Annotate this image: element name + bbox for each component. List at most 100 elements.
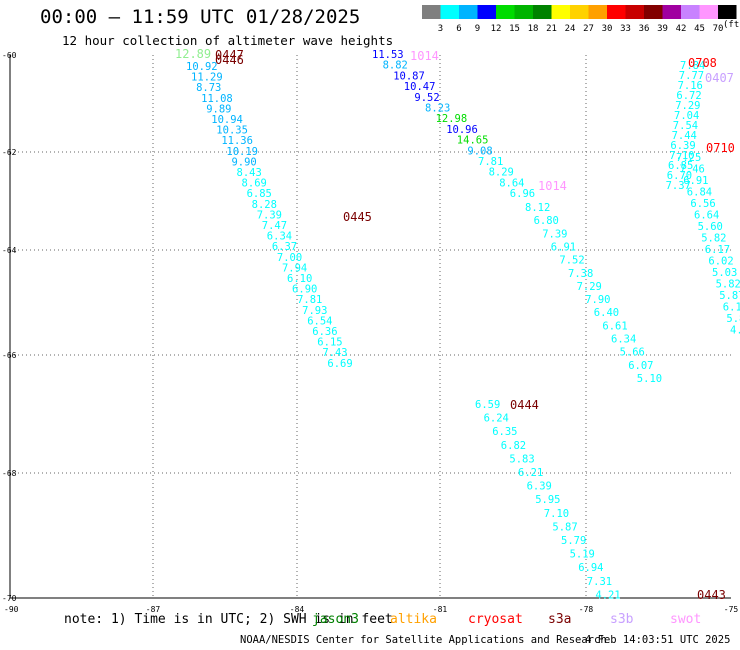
scale-swatch bbox=[644, 5, 663, 19]
legend-s3a: s3a bbox=[548, 612, 572, 627]
swh-value: 6.84 bbox=[687, 187, 712, 199]
scale-swatch bbox=[514, 5, 533, 19]
swh-value: 4.21 bbox=[595, 589, 620, 601]
swh-value: 6.85 bbox=[668, 160, 693, 172]
note-label: note: 1) Time is in UTC; 2) SWH is in fe… bbox=[64, 612, 393, 627]
swh-value: 7.31 bbox=[587, 576, 612, 588]
swh-value: 7.39 bbox=[542, 228, 567, 240]
swh-value: 6.70 bbox=[667, 170, 692, 182]
swh-value: 7.94 bbox=[282, 262, 307, 274]
swh-value: 10.19 bbox=[226, 146, 258, 158]
swh-value: 5.87 bbox=[552, 521, 577, 533]
color-scale-bar: 3 6 9 12 15 18 21 24 27 30 33 36 39 42 45 70 bbox=[422, 5, 737, 34]
swh-value: 10.96 bbox=[446, 124, 478, 136]
swh-value: 5.03 bbox=[712, 267, 737, 279]
scale-tick-label: 12 bbox=[491, 24, 502, 34]
lon-label: -81 bbox=[433, 605, 448, 614]
swh-value: 6.96 bbox=[510, 188, 535, 200]
swh-value: 6.36 bbox=[312, 326, 337, 338]
scale-swatch bbox=[662, 5, 681, 19]
swh-value: 7.10 bbox=[669, 150, 694, 162]
lat-label: -66 bbox=[2, 351, 17, 360]
swh-value: 7.39 bbox=[257, 209, 282, 221]
swh-value: 6.94 bbox=[578, 562, 603, 574]
swh-value: 6.56 bbox=[690, 198, 715, 210]
legend-jason3: jason3 bbox=[312, 612, 359, 627]
swh-value: 5.19 bbox=[570, 549, 595, 561]
swh-value: 6.59 bbox=[475, 399, 500, 411]
legend-swot: swot bbox=[670, 612, 702, 627]
swh-value: 6.90 bbox=[292, 284, 317, 296]
lat-label: -64 bbox=[2, 246, 17, 255]
lat-label: -62 bbox=[2, 148, 17, 157]
swh-value: 6.82 bbox=[501, 440, 526, 452]
scale-swatch bbox=[496, 5, 515, 19]
scale-tick-label: 33 bbox=[620, 24, 631, 34]
swh-value: 6.54 bbox=[307, 315, 332, 327]
scale-swatch bbox=[551, 5, 570, 19]
track-time-label: 1014 bbox=[538, 179, 567, 193]
swh-value: 7.81 bbox=[478, 156, 503, 168]
lat-label: -60 bbox=[2, 51, 17, 60]
track-time-label: 0710 bbox=[706, 141, 735, 155]
scale-tick-label: 36 bbox=[639, 24, 650, 34]
scale-swatch bbox=[681, 5, 700, 19]
swh-value: 7.00 bbox=[277, 252, 302, 264]
scale-tick-label: 21 bbox=[546, 24, 557, 34]
swh-value: 7.46 bbox=[680, 164, 705, 176]
swh-value: 6.10 bbox=[287, 273, 312, 285]
swh-value: 7.90 bbox=[585, 294, 610, 306]
swh-value: 6.35 bbox=[492, 426, 517, 438]
swh-value: 7.38 bbox=[568, 268, 593, 280]
swh-value: 7.44 bbox=[672, 130, 697, 142]
swh-value: 9.89 bbox=[206, 103, 231, 115]
swh-value: 10.47 bbox=[404, 81, 436, 93]
scale-tick-label: 15 bbox=[509, 24, 520, 34]
scale-tick-label: 70 bbox=[713, 24, 724, 34]
swh-value: 14.65 bbox=[457, 135, 489, 147]
swh-value: 11.08 bbox=[201, 93, 233, 105]
swh-value: 6.39 bbox=[670, 140, 695, 152]
swh-value: 6.72 bbox=[676, 90, 701, 102]
legend-cryosat: cryosat bbox=[468, 612, 523, 627]
swh-value: 6.85 bbox=[247, 188, 272, 200]
swh-value: 10.94 bbox=[211, 114, 243, 126]
swh-value: 7.16 bbox=[678, 80, 703, 92]
swh-value: 8.69 bbox=[242, 178, 267, 190]
swh-value: 4.87 bbox=[730, 325, 740, 337]
swh-value: 11.29 bbox=[191, 72, 223, 84]
scale-swatch bbox=[440, 5, 459, 19]
swh-value: 5.66 bbox=[620, 347, 645, 359]
scale-swatch bbox=[477, 5, 496, 19]
scale-tick-label: 6 bbox=[456, 24, 461, 34]
swh-value: 12.98 bbox=[436, 113, 468, 125]
swh-value: 6.64 bbox=[694, 210, 719, 222]
scale-tick-label: 3 bbox=[438, 24, 443, 34]
swh-value: 9.08 bbox=[467, 145, 492, 157]
scale-swatch bbox=[625, 5, 644, 19]
swh-value: 7.37 bbox=[666, 180, 691, 192]
lon-label: -87 bbox=[146, 605, 161, 614]
swh-value: 10.87 bbox=[393, 70, 425, 82]
swh-value: 6.80 bbox=[534, 215, 559, 227]
scale-swatch bbox=[459, 5, 478, 19]
swh-value: 8.23 bbox=[425, 103, 450, 115]
swh-value: 6.34 bbox=[611, 334, 636, 346]
scale-tick-label: 42 bbox=[676, 24, 687, 34]
swh-value: 11.36 bbox=[221, 135, 253, 147]
lat-label: -70 bbox=[2, 594, 17, 603]
swh-value: 6.91 bbox=[551, 241, 576, 253]
footer-agency: NOAA/NESDIS Center for Satellite Applica… bbox=[240, 634, 607, 646]
scale-tick-label: 24 bbox=[565, 24, 576, 34]
swh-value: 8.64 bbox=[499, 177, 524, 189]
scale-tick-label: 30 bbox=[602, 24, 613, 34]
track-time-label: 0407 bbox=[705, 71, 734, 85]
swh-value: 7.43 bbox=[322, 347, 347, 359]
lon-label: -84 bbox=[290, 605, 305, 614]
scale-tick-label: 18 bbox=[528, 24, 539, 34]
lat-label: -68 bbox=[2, 469, 17, 478]
swh-value: 8.28 bbox=[252, 199, 277, 211]
swh-value: 10.92 bbox=[186, 61, 218, 73]
swh-value: 9.52 bbox=[414, 92, 439, 104]
swh-value: 6.15 bbox=[317, 337, 342, 349]
